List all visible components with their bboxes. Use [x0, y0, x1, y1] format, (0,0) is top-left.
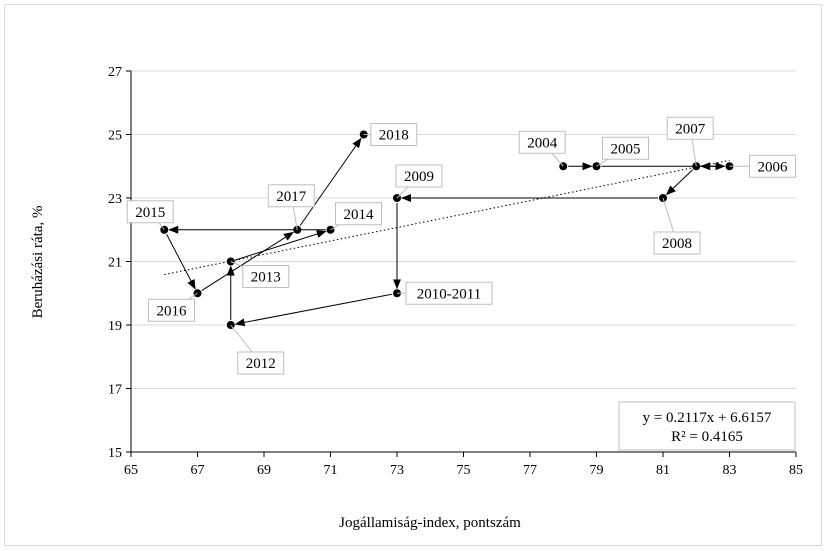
data-label-2018: 2018: [379, 128, 409, 144]
equation-box: y = 0.2117x + 6.6157 R² = 0.4165: [618, 401, 796, 451]
callout-box-2016: [148, 298, 195, 322]
data-label-2004: 2004: [527, 135, 558, 151]
data-label-2017: 2017: [276, 189, 307, 205]
data-label-2014: 2014: [344, 207, 375, 223]
chart-frame: [4, 4, 822, 546]
callout-box-2006: [749, 154, 796, 178]
data-label-2013: 2013: [251, 270, 281, 286]
y-tick-label-21: 21: [108, 256, 122, 271]
x-tick-label-69: 69: [257, 463, 271, 478]
x-tick-label-85: 85: [789, 463, 803, 478]
arrow-2017-to-2018: [299, 137, 362, 226]
arrow-2007-to-2008: [665, 169, 693, 196]
data-label-2007: 2007: [675, 121, 706, 137]
y-tick-label-19: 19: [108, 319, 122, 334]
x-tick-label-81: 81: [656, 463, 670, 478]
callout-box-2004: [518, 130, 566, 154]
y-tick-label-25: 25: [108, 129, 122, 144]
path-arrows: [166, 137, 726, 327]
data-label-2016: 2016: [157, 303, 188, 319]
x-tick-label-79: 79: [590, 463, 604, 478]
callout-box-2010-2011: [405, 281, 493, 305]
callout-box-2012: [237, 351, 285, 375]
x-tick-label-65: 65: [124, 463, 138, 478]
arrow-2013-to-2014: [235, 230, 327, 261]
callout-box-2005: [602, 136, 649, 160]
arrow-2015-to-2016: [166, 233, 196, 290]
x-axis-title: Jogállamiság-index, pontszám: [339, 515, 521, 531]
y-tick-label-17: 17: [108, 383, 122, 398]
callout-box-2015: [126, 200, 174, 224]
callout-box-2009: [395, 164, 443, 188]
arrow-2010-2011-to-2012: [234, 293, 393, 327]
y-axis-title: Beruházási ráta, %: [30, 206, 46, 319]
callout-box-2007: [666, 116, 714, 140]
callout-box-2013: [242, 265, 290, 288]
y-tick-label-23: 23: [108, 192, 122, 207]
x-tick-label-75: 75: [457, 463, 471, 478]
x-tick-label-83: 83: [723, 463, 737, 478]
data-label-2015: 2015: [135, 205, 165, 221]
data-label-2012: 2012: [246, 356, 276, 372]
axes: 15 17 19 21 23 25 27 65 67 69 71 73 75 77 79 81 83 85: [108, 65, 803, 478]
data-labels: 2004 2005 2006 2007 2008 2009 2010-2011 2012 201…: [126, 116, 796, 375]
data-label-2009: 2009: [404, 169, 434, 185]
data-label-2008: 2008: [662, 236, 692, 252]
x-tick-label-67: 67: [191, 463, 205, 478]
data-label-2005: 2005: [611, 141, 641, 157]
x-tick-label-73: 73: [390, 463, 404, 478]
trendline: [164, 159, 730, 276]
data-label-2006: 2006: [758, 159, 789, 175]
callout-box-2008: [653, 231, 701, 255]
trendline-line: [164, 159, 730, 276]
callout-box-2018: [370, 123, 418, 146]
equation-line1: y = 0.2117x + 6.6157: [643, 410, 772, 426]
data-label-2010-2011: 2010-2011: [417, 286, 481, 302]
x-tick-label-77: 77: [523, 463, 537, 478]
x-tick-label-71: 71: [324, 463, 338, 478]
callout-box-2017: [267, 184, 315, 208]
callout-box-2014: [335, 202, 382, 226]
equation-line2: R² = 0.4165: [671, 429, 743, 445]
y-tick-label-15: 15: [108, 446, 122, 461]
y-tick-label-27: 27: [108, 65, 122, 80]
arrow-2016-to-2017: [201, 231, 294, 291]
